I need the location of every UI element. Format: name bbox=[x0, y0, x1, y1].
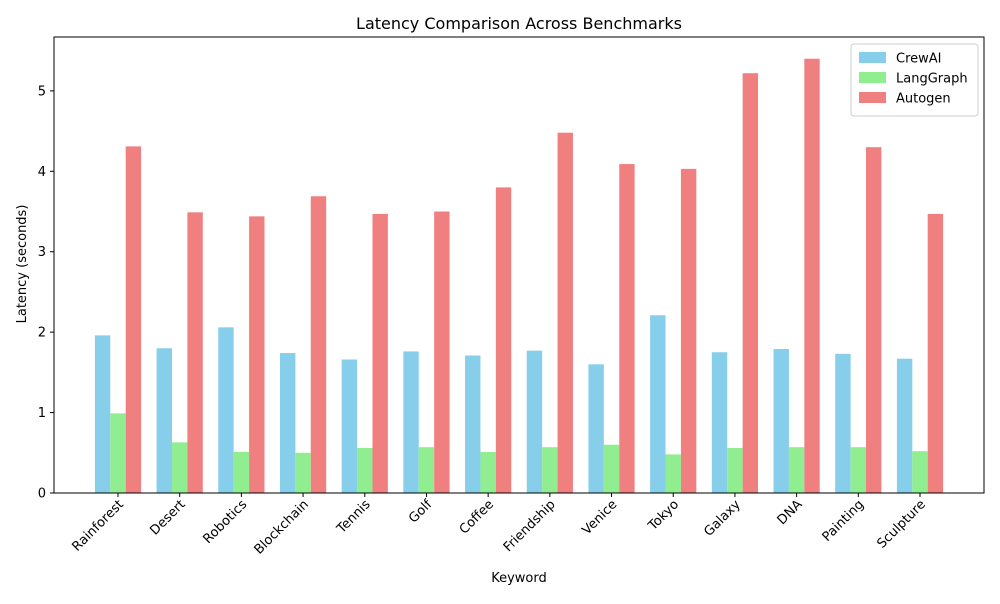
bar-autogen-tennis bbox=[372, 213, 388, 493]
bar-langgraph-robotics bbox=[233, 451, 250, 493]
bar-langgraph-painting bbox=[850, 447, 867, 493]
x-tick-label-desert: Desert bbox=[147, 497, 188, 538]
x-tick-label-friendship: Friendship bbox=[501, 497, 559, 555]
y-tick-label: 1 bbox=[38, 406, 46, 421]
bar-crewai-tokyo bbox=[650, 315, 666, 493]
bar-autogen-sculpture bbox=[927, 213, 944, 493]
bar-crewai-coffee bbox=[465, 355, 481, 493]
bar-langgraph-rainforest bbox=[110, 413, 126, 493]
bar-langgraph-golf bbox=[418, 447, 435, 493]
x-tick-label-blockchain: Blockchain bbox=[252, 497, 312, 557]
bar-crewai-friendship bbox=[526, 350, 543, 493]
bar-langgraph-desert bbox=[171, 442, 188, 493]
bar-langgraph-dna bbox=[788, 447, 805, 493]
x-tick-label-tennis: Tennis bbox=[334, 497, 374, 537]
y-tick-label: 5 bbox=[38, 84, 46, 99]
bar-crewai-rainforest bbox=[94, 335, 111, 493]
legend-label-autogen: Autogen bbox=[896, 92, 951, 107]
bar-autogen-galaxy bbox=[742, 73, 759, 493]
x-tick-label-galaxy: Galaxy bbox=[701, 497, 744, 540]
bar-langgraph-friendship bbox=[542, 447, 558, 493]
y-axis-label: Latency (seconds) bbox=[15, 205, 30, 324]
bar-autogen-venice bbox=[619, 164, 635, 493]
legend-swatch-langgraph bbox=[859, 72, 886, 83]
bar-autogen-robotics bbox=[249, 216, 265, 493]
y-tick-label: 3 bbox=[38, 245, 46, 260]
bar-langgraph-blockchain bbox=[295, 452, 311, 493]
bar-autogen-desert bbox=[187, 212, 203, 493]
bar-autogen-dna bbox=[804, 58, 820, 494]
bar-crewai-blockchain bbox=[279, 353, 296, 493]
bar-autogen-painting bbox=[866, 147, 882, 493]
bar-crewai-desert bbox=[156, 348, 172, 493]
x-tick-label-painting: Painting bbox=[820, 497, 868, 545]
y-tick-label: 2 bbox=[38, 326, 46, 341]
bar-autogen-golf bbox=[434, 211, 450, 493]
x-axis-label: Keyword bbox=[491, 571, 547, 586]
bar-langgraph-sculpture bbox=[912, 451, 928, 493]
bar-autogen-friendship bbox=[557, 132, 573, 493]
y-tick-label: 0 bbox=[38, 487, 46, 502]
x-tick-label-rainforest: Rainforest bbox=[70, 497, 127, 554]
bar-autogen-coffee bbox=[495, 187, 512, 493]
x-tick-label-golf: Golf bbox=[406, 497, 435, 526]
plot-frame bbox=[53, 36, 985, 494]
bar-langgraph-tennis bbox=[357, 447, 373, 493]
legend-swatch-autogen bbox=[859, 92, 886, 103]
bar-langgraph-venice bbox=[603, 444, 620, 493]
x-tick-label-coffee: Coffee bbox=[457, 497, 497, 537]
x-tick-label-tokyo: Tokyo bbox=[645, 497, 682, 534]
bar-crewai-dna bbox=[773, 349, 789, 493]
bar-crewai-robotics bbox=[218, 327, 234, 493]
bar-crewai-sculpture bbox=[896, 358, 913, 493]
bar-crewai-painting bbox=[835, 353, 851, 493]
bar-autogen-blockchain bbox=[310, 196, 327, 494]
bar-langgraph-galaxy bbox=[727, 447, 743, 493]
bar-autogen-tokyo bbox=[680, 168, 697, 493]
y-tick-label: 4 bbox=[38, 165, 46, 180]
legend-label-crewai: CrewAI bbox=[896, 52, 942, 67]
legend-swatch-crewai bbox=[859, 52, 886, 63]
bar-langgraph-tokyo bbox=[665, 454, 681, 493]
bar-crewai-venice bbox=[588, 364, 604, 493]
x-tick-label-venice: Venice bbox=[579, 497, 620, 538]
bar-langgraph-coffee bbox=[480, 451, 496, 493]
x-tick-label-sculpture: Sculpture bbox=[874, 497, 928, 551]
bar-autogen-rainforest bbox=[125, 146, 142, 493]
bar-crewai-tennis bbox=[341, 359, 358, 493]
bar-crewai-golf bbox=[403, 351, 419, 493]
chart-title: Latency Comparison Across Benchmarks bbox=[356, 14, 682, 33]
x-tick-label-robotics: Robotics bbox=[201, 497, 251, 547]
legend-label-langgraph: LangGraph bbox=[896, 72, 968, 87]
bar-crewai-galaxy bbox=[711, 352, 728, 493]
legend: CrewAI LangGraph Autogen bbox=[850, 43, 979, 117]
x-tick-label-dna: DNA bbox=[775, 497, 806, 528]
